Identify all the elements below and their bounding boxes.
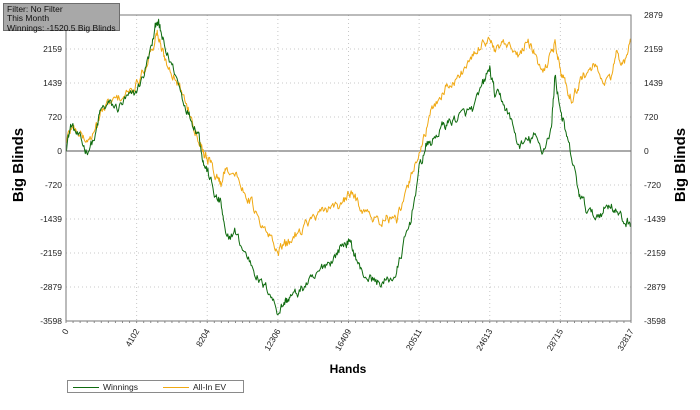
- y-tick-label-right: -1439: [644, 214, 666, 224]
- y-tick-label-right: -720: [644, 180, 661, 190]
- x-tick-label: 8204: [194, 327, 212, 349]
- x-tick-label: 20511: [404, 327, 424, 352]
- legend-item-winnings: Winnings: [73, 382, 138, 392]
- winnings-label: Winnings: -1520.5 Big Blinds: [7, 22, 116, 33]
- series-layer: [65, 18, 632, 316]
- x-tick-label: 28715: [545, 327, 566, 353]
- legend: Winnings All-In EV: [67, 380, 244, 393]
- y-tick-label-left: 0: [57, 146, 62, 156]
- x-tick-label: 4102: [123, 327, 141, 349]
- y-tick-label-left: -2159: [40, 248, 62, 258]
- y-tick-label-left: -2879: [40, 282, 62, 292]
- grid-layer: [66, 14, 631, 322]
- x-tick-label: 0: [60, 327, 71, 336]
- y-tick-label-right: -3598: [644, 316, 666, 326]
- y-tick-label-left: 2159: [43, 44, 62, 54]
- axis-layer: 28792879215921591439143972072000-720-720…: [40, 10, 666, 352]
- y-tick-label-right: 0: [644, 146, 649, 156]
- y-tick-label-right: 2159: [644, 44, 663, 54]
- legend-item-all-in-ev: All-In EV: [163, 382, 226, 392]
- filter-info-box: Filter: No Filter This Month Winnings: -…: [3, 3, 120, 33]
- x-tick-label: 32817: [615, 327, 636, 353]
- legend-label-all-in-ev: All-In EV: [193, 382, 227, 392]
- legend-label-winnings: Winnings: [103, 382, 138, 392]
- y-tick-label-left: -3598: [40, 316, 62, 326]
- x-tick-label: 16409: [333, 327, 354, 353]
- series-line-all-in-ev: [65, 29, 632, 256]
- y-tick-label-right: 720: [644, 112, 658, 122]
- series-line-winnings: [65, 18, 632, 316]
- y-tick-label-right: -2879: [644, 282, 666, 292]
- x-tick-label: 24613: [474, 327, 495, 353]
- legend-swatch-all-in-ev: [163, 386, 189, 388]
- filter-label: Filter: No Filter: [7, 4, 63, 14]
- y-axis-title-right: Big Blinds: [672, 128, 689, 202]
- period-label: This Month: [7, 13, 50, 24]
- legend-swatch-winnings: [73, 386, 99, 388]
- y-tick-label-left: 1439: [43, 78, 62, 88]
- y-tick-label-right: -2159: [644, 248, 666, 258]
- y-tick-label-right: 2879: [644, 10, 663, 20]
- y-tick-label-left: 720: [48, 112, 62, 122]
- y-tick-label-right: 1439: [644, 78, 663, 88]
- y-axis-title-left: Big Blinds: [10, 128, 27, 202]
- y-tick-label-left: -720: [45, 180, 62, 190]
- x-axis-title: Hands: [330, 362, 367, 376]
- x-tick-label: 12306: [262, 327, 283, 353]
- y-tick-label-left: -1439: [40, 214, 62, 224]
